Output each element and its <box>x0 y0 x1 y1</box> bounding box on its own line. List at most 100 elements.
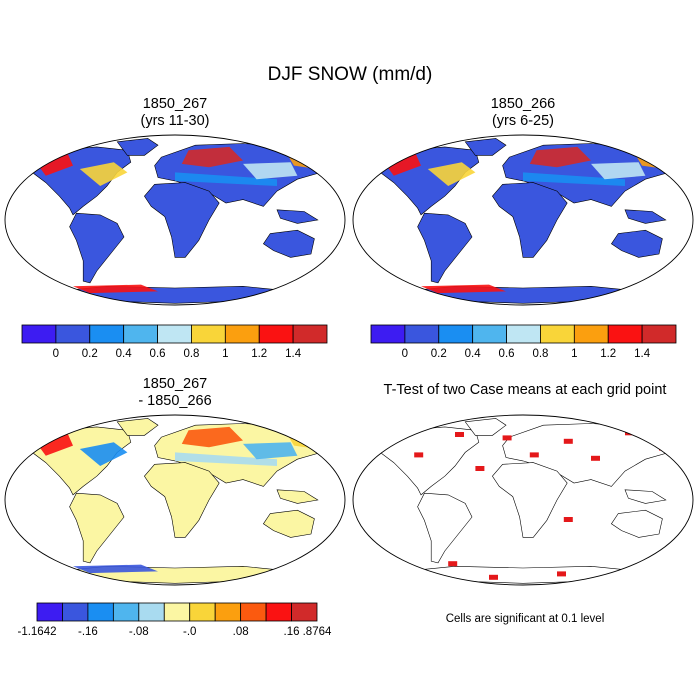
land-namerica-4 <box>372 426 480 496</box>
colorbar-panel3-box-8 <box>240 602 267 622</box>
map-panel-2 <box>352 134 694 306</box>
colorbar-panel1-label-1: 0.2 <box>82 348 98 360</box>
panel2-title-line2: (yrs 6-25) <box>491 113 555 129</box>
colorbar-panel1-box-8 <box>292 324 328 344</box>
colorbar-panel2-box-1 <box>404 324 440 344</box>
colorbar-panel3-box-10 <box>291 602 318 622</box>
snow-region-1-0 <box>175 172 277 186</box>
land-africa-1 <box>144 182 220 258</box>
snow-region-1-6 <box>73 284 158 294</box>
colorbar-panel3-box-6 <box>189 602 216 622</box>
colorbar-panel2-label-3: 0.6 <box>499 348 515 360</box>
signif-cell-11 <box>557 571 566 577</box>
colorbar-panel3-box-0 <box>36 602 63 622</box>
signif-cell-8 <box>563 517 573 522</box>
colorbar-panel2-box-2 <box>438 324 474 344</box>
colorbar-panel1-label-4: 0.8 <box>183 348 199 360</box>
colorbar-panel3-box-7 <box>214 602 242 622</box>
panel4-title: T-Test of two Case means at each grid po… <box>350 382 700 399</box>
panel2-title: 1850_266 (yrs 6-25) <box>398 96 648 130</box>
colorbar-panel3-label-3: -.0 <box>183 626 196 638</box>
snow-region-2-1 <box>591 162 646 180</box>
colorbar-panel2-label-2: 0.4 <box>465 348 482 360</box>
signif-cell-2 <box>502 435 512 441</box>
colorbar-panel1-box-2 <box>89 324 125 344</box>
colorbar-panel2-label-1: 0.2 <box>431 348 447 360</box>
colorbar-panel1-label-3: 0.6 <box>150 348 166 360</box>
colorbar-panel2-label-4: 0.8 <box>532 348 548 360</box>
figure-title: DJF SNOW (mm/d) <box>267 64 433 85</box>
colorbar-panel2-box-3 <box>472 324 507 344</box>
panel4-title-line1: T-Test of two Case means at each grid po… <box>383 382 667 398</box>
colorbar-panel2-box-6 <box>573 324 609 344</box>
colorbar-panel3-box-3 <box>112 602 140 622</box>
colorbar-panel3-box-1 <box>62 602 89 622</box>
diff-region-3-3 <box>79 442 128 466</box>
significance-note: Cells are significant at 0.1 level <box>445 613 605 625</box>
colorbar-panel2-box-8 <box>641 324 677 344</box>
land-sea_asia-4 <box>624 489 667 504</box>
colorbar-panel2: 0 0.2 0.4 0.6 0.8 1 1.2 1.4 <box>370 324 677 360</box>
snow-region-2-0 <box>523 172 625 186</box>
snow-region-2-4 <box>529 146 591 168</box>
signif-cell-7 <box>475 466 485 471</box>
signif-cell-10 <box>489 574 498 580</box>
map-border-2 <box>352 134 694 306</box>
colorbar-panel3-label-0: -1.1642 <box>17 626 56 638</box>
land-australia-1 <box>262 229 315 258</box>
panel2-title-line1: 1850_266 <box>490 96 556 112</box>
land-samerica-3 <box>69 492 125 564</box>
map-panel-3 <box>4 414 346 586</box>
panel3-title-line1: 1850_267 <box>142 376 208 392</box>
land-samerica-2 <box>417 212 473 284</box>
colorbar-panel1-label-5: 1 <box>222 348 228 360</box>
diff-region-3-6 <box>73 564 158 574</box>
map-border-4 <box>352 414 694 586</box>
land-sea_asia-3 <box>276 489 319 504</box>
land-sea_asia-1 <box>276 209 319 224</box>
colorbar-panel3-label-2: -.08 <box>129 626 149 638</box>
land-sea_asia-2 <box>624 209 667 224</box>
colorbar-panel3-box-9 <box>265 602 292 622</box>
signif-cell-6 <box>591 455 600 461</box>
colorbar-panel2-label-7: 1.4 <box>634 348 651 360</box>
colorbar-panel3-label-1: -.16 <box>78 626 98 638</box>
colorbar-panel1-box-0 <box>21 324 57 344</box>
colorbar-panel2-label-0: 0 <box>402 348 408 360</box>
colorbar-panel1-box-5 <box>191 324 226 344</box>
signif-cell-14 <box>529 452 539 458</box>
land-africa-3 <box>144 462 220 538</box>
colorbar-panel1-box-1 <box>55 324 91 344</box>
colorbar-panel3-box-2 <box>87 602 114 622</box>
signif-cell-13 <box>414 452 424 458</box>
land-australia-4 <box>610 509 663 538</box>
colorbar-panel1-box-3 <box>123 324 158 344</box>
diff-region-3-4 <box>181 426 243 448</box>
signif-cell-0 <box>393 425 403 431</box>
panel3-title-line2: - 1850_266 <box>138 393 212 409</box>
colorbar-panel2-label-5: 1 <box>571 348 577 360</box>
colorbar-panel3: -1.1642 -.16 -.08 -.0 .08 .16.8764 <box>17 602 332 638</box>
diff-region-3-0 <box>175 452 277 466</box>
land-greenland-1 <box>116 138 159 156</box>
snow-region-2-6 <box>421 284 506 294</box>
land-africa-4 <box>492 462 568 538</box>
land-australia-3 <box>262 509 315 538</box>
colorbar-panel3-box-5 <box>163 602 191 622</box>
land-greenland-3 <box>116 418 159 436</box>
colorbar-panel2-box-4 <box>506 324 541 344</box>
map-panel-4 <box>352 414 694 586</box>
colorbar-panel1: 0 0.2 0.4 0.6 0.8 1 1.2 1.4 <box>21 324 328 360</box>
colorbar-panel1-label-0: 0 <box>53 348 59 360</box>
panel1-title-line2: (yrs 11-30) <box>140 113 210 129</box>
land-africa-2 <box>492 182 568 258</box>
colorbar-panel2-box-0 <box>370 324 406 344</box>
signif-cell-1 <box>455 432 464 437</box>
signif-cell-9 <box>448 561 458 567</box>
colorbar-panel1-label-2: 0.4 <box>116 348 133 360</box>
snow-region-2-3 <box>427 162 476 186</box>
colorbar-panel1-box-4 <box>157 324 192 344</box>
land-samerica-1 <box>69 212 125 284</box>
colorbar-panel3-box-4 <box>138 602 165 622</box>
signif-cell-3 <box>563 438 573 444</box>
